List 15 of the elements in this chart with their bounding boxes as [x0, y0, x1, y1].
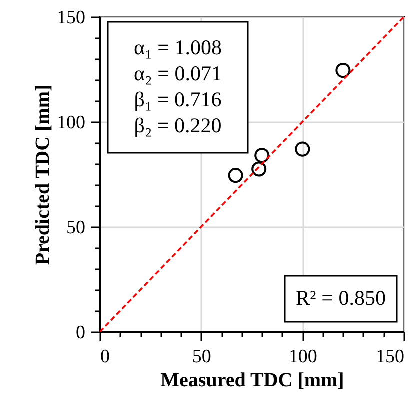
annotation: β₁ = 0.716 [134, 88, 222, 112]
y-tick-label: 50 [66, 218, 86, 238]
y-tick-label: 0 [76, 322, 86, 344]
x-tick-label: 150 [376, 346, 404, 368]
annotation: β₂ = 0.220 [134, 114, 222, 138]
x-axis-title: Measured TDC [mm] [160, 370, 344, 392]
y-tick-label: 100 [57, 112, 86, 134]
y-axis-title: Predicted TDC [mm] [32, 84, 54, 266]
annotation: α₁ = 1.008 [134, 36, 222, 60]
y-tick-label: 150 [57, 8, 86, 28]
x-tick-label: 50 [192, 346, 212, 368]
x-tick-label: 0 [100, 346, 110, 368]
annotation: R² = 0.850 [296, 286, 386, 310]
x-tick-label: 100 [288, 346, 318, 368]
annotation: α₂ = 0.071 [134, 62, 222, 86]
